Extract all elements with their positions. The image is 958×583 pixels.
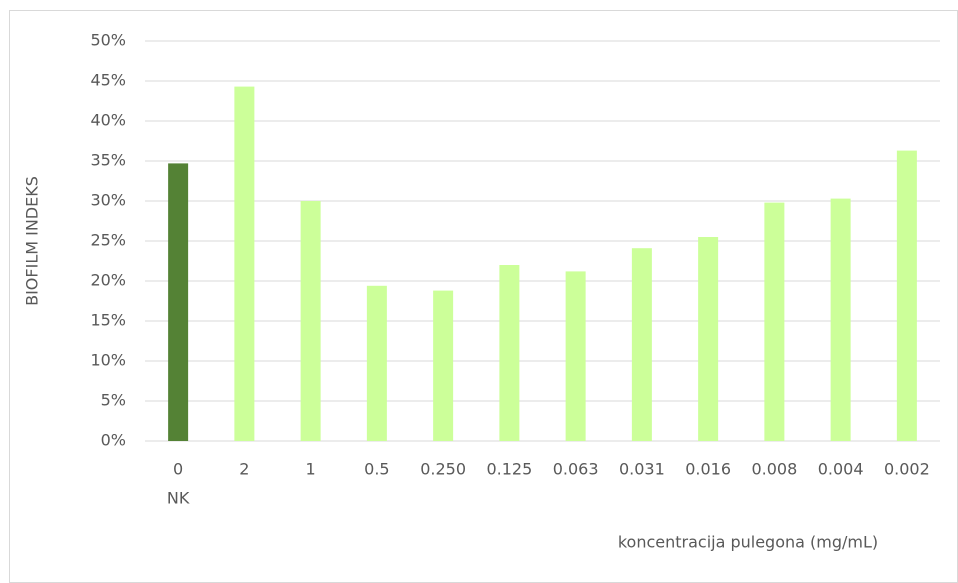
y-tick-label: 45% (90, 71, 126, 90)
bar (830, 198, 851, 441)
x-tick-label: 0.125 (486, 460, 532, 479)
x-tick-label: 0.5 (364, 460, 389, 479)
x-tick-sublabel: NK (167, 489, 190, 508)
x-tick-label: 0 (173, 460, 183, 479)
y-tick-label: 50% (90, 31, 126, 50)
bar (896, 150, 917, 441)
y-tick-label: 40% (90, 111, 126, 130)
y-tick-label: 5% (101, 391, 126, 410)
y-tick-label: 15% (90, 311, 126, 330)
x-tick-label: 0.063 (553, 460, 599, 479)
x-tick-label: 0.250 (420, 460, 466, 479)
x-tick-label: 0.008 (751, 460, 797, 479)
bar (499, 265, 520, 441)
y-tick-label: 35% (90, 151, 126, 170)
x-tick-label: 1 (306, 460, 316, 479)
bar (234, 86, 255, 441)
bar (698, 237, 719, 441)
bar (565, 271, 586, 441)
x-tick-label: 0.002 (884, 460, 930, 479)
x-tick-label: 0.016 (685, 460, 731, 479)
bar (764, 202, 785, 441)
x-tick-label: 2 (239, 460, 249, 479)
bar (300, 201, 321, 441)
y-tick-label: 10% (90, 351, 126, 370)
x-tick-label: 0.004 (818, 460, 864, 479)
bar (631, 248, 652, 441)
y-tick-label: 20% (90, 271, 126, 290)
bar (168, 163, 189, 441)
bar (366, 285, 387, 441)
y-tick-label: 0% (101, 431, 126, 450)
x-tick-label: 0.031 (619, 460, 665, 479)
chart-border (9, 10, 958, 583)
y-axis-label: BIOFILM INDEKS (23, 176, 42, 306)
y-tick-label: 25% (90, 231, 126, 250)
x-axis-label: koncentracija pulegona (mg/mL) (618, 533, 878, 552)
y-tick-label: 30% (90, 191, 126, 210)
bar (433, 290, 454, 441)
